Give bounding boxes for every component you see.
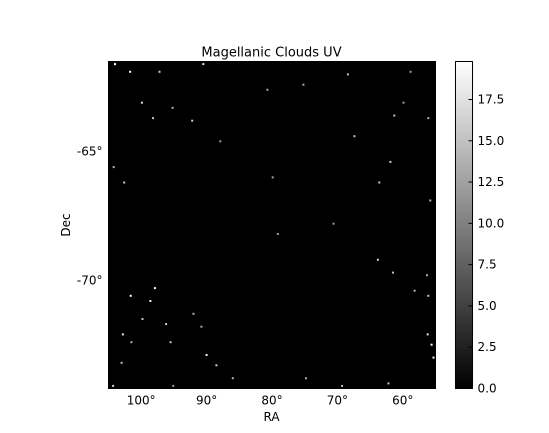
bright-pixel (409, 70, 412, 73)
x-axis: 100° 90° 80° 70° 60° (127, 61, 413, 408)
bright-pixel (165, 323, 168, 326)
x-tick-label: 100° (127, 394, 156, 408)
bright-pixel (171, 106, 174, 109)
bright-pixel (120, 361, 123, 364)
image-area (108, 61, 436, 389)
bright-pixel (432, 356, 435, 359)
colorbar-tick-label: 0.0 (478, 382, 497, 396)
bright-pixel (346, 73, 349, 76)
colorbar-tick-label: 12.5 (478, 175, 505, 189)
colorbar-gradient (455, 61, 473, 389)
bright-pixel (392, 271, 394, 274)
bright-pixel (112, 384, 115, 387)
bright-pixel (353, 135, 356, 138)
bright-pixel (129, 70, 132, 73)
bright-pixel (276, 233, 279, 235)
bright-pixel (205, 354, 208, 356)
y-tick-label: -65° (77, 145, 103, 159)
bright-pixel (305, 377, 307, 380)
chart-title: Magellanic Clouds UV (201, 46, 341, 61)
colorbar-tick-label: 2.5 (478, 340, 497, 354)
x-tick-label: 90° (196, 394, 217, 408)
bright-pixel (266, 88, 269, 91)
bright-pixel (129, 294, 132, 297)
bright-pixel (112, 166, 115, 169)
bright-pixel (426, 274, 428, 277)
bright-pixel (141, 318, 144, 320)
image-background (108, 61, 436, 389)
colorbar-tick-label: 10.0 (478, 216, 505, 230)
bright-pixel (123, 181, 126, 184)
bright-pixel (427, 294, 430, 297)
bright-pixel (130, 341, 133, 344)
bright-pixel (200, 325, 203, 328)
bright-pixel (172, 384, 175, 387)
bright-pixel (158, 70, 161, 73)
bright-pixel (231, 377, 234, 380)
bright-pixel (202, 63, 205, 66)
bright-pixel (191, 119, 194, 122)
y-axis-label: Dec (59, 213, 73, 236)
x-tick-label: 60° (392, 394, 413, 408)
bright-pixel (387, 382, 390, 385)
bright-pixel (426, 333, 429, 336)
colorbar-tick-label: 5.0 (478, 299, 497, 313)
bright-pixel (389, 160, 392, 163)
bright-pixel (430, 343, 433, 346)
bright-pixel (341, 384, 343, 387)
x-tick-label: 70° (327, 394, 348, 408)
colorbar-ticks: 0.0 2.5 5.0 7.5 10.0 12.5 15.0 17.5 (468, 92, 505, 396)
bright-pixel (271, 176, 274, 179)
bright-pixel (192, 312, 195, 315)
x-tick-label: 80° (261, 394, 282, 408)
colorbar: 0.0 2.5 5.0 7.5 10.0 12.5 15.0 17.5 (455, 61, 505, 396)
x-axis-label: RA (263, 410, 280, 424)
colorbar-tick-label: 15.0 (478, 134, 505, 148)
bright-pixel (332, 222, 335, 225)
bright-pixel (427, 117, 430, 120)
colorbar-tick-label: 17.5 (478, 92, 505, 106)
bright-pixel (402, 101, 405, 104)
bright-pixel (153, 287, 156, 290)
bright-pixel (121, 333, 124, 336)
y-axis: -65° -70° (77, 145, 436, 287)
colorbar-tick-label: 7.5 (478, 258, 497, 272)
bright-pixel (169, 341, 172, 344)
bright-pixels (112, 63, 435, 387)
bright-pixel (152, 117, 154, 120)
bright-pixel (215, 364, 218, 367)
bright-pixel (413, 289, 416, 292)
bright-pixel (219, 140, 222, 143)
bright-pixel (376, 258, 379, 261)
bright-pixel (114, 63, 116, 66)
bright-pixel (393, 114, 396, 117)
bright-pixel (378, 181, 381, 184)
bright-pixel (429, 199, 432, 202)
bright-pixel (302, 83, 305, 86)
bright-pixel (149, 300, 152, 302)
y-tick-label: -70° (77, 273, 103, 287)
bright-pixel (140, 101, 143, 104)
